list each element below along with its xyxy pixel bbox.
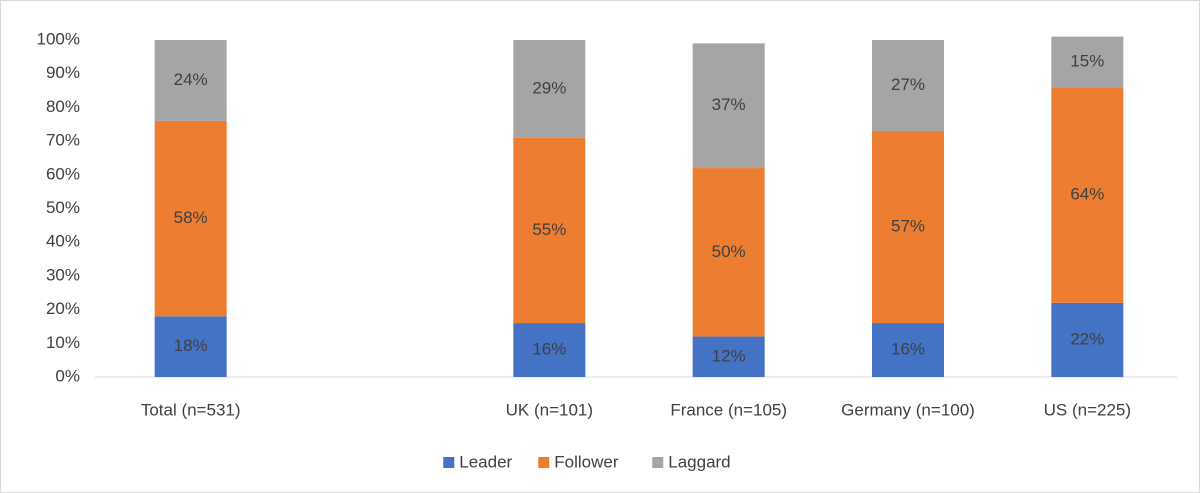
bar-segment [154, 316, 227, 377]
data-label: 50% [712, 242, 746, 261]
bar-segment [692, 43, 765, 169]
data-label: 37% [712, 95, 746, 114]
legend-label: Laggard [668, 452, 730, 471]
data-label: 18% [174, 336, 208, 355]
bar-segment [513, 40, 586, 138]
bar-segment [513, 323, 586, 377]
legend-swatch [538, 457, 550, 468]
x-tick-label: US (n=225) [1044, 400, 1131, 419]
data-label: 57% [891, 217, 925, 236]
legend-swatch [443, 457, 455, 468]
bar-segment [154, 120, 227, 317]
y-tick-label: 90% [46, 63, 80, 82]
data-label: 16% [532, 340, 566, 359]
legend-swatch [652, 457, 664, 468]
y-tick-label: 30% [46, 265, 80, 284]
y-tick-label: 20% [46, 299, 80, 318]
data-label: 58% [174, 208, 208, 227]
bar-segment [872, 323, 944, 377]
data-label: 64% [1070, 185, 1104, 204]
bar-segment [1051, 87, 1124, 303]
data-label: 16% [891, 340, 925, 359]
y-tick-label: 0% [55, 366, 80, 385]
data-label: 22% [1070, 329, 1104, 348]
bar-segment [513, 137, 586, 324]
y-tick-label: 50% [46, 198, 80, 217]
data-label: 29% [532, 78, 566, 97]
data-label: 27% [891, 75, 925, 94]
bar-segment [154, 40, 227, 121]
x-tick-label: Germany (n=100) [841, 400, 975, 419]
x-tick-label: France (n=105) [670, 400, 787, 419]
bar-segment [692, 168, 765, 337]
y-tick-label: 80% [46, 97, 80, 116]
bar-segment [692, 336, 765, 377]
x-tick-label: Total (n=531) [141, 400, 241, 419]
data-label: 24% [174, 70, 208, 89]
x-tick-label: UK (n=101) [506, 400, 593, 419]
bar-segment [1051, 302, 1124, 377]
bar-segment [1051, 36, 1124, 88]
data-label: 15% [1070, 51, 1104, 70]
bar-segment [872, 40, 944, 131]
y-tick-label: 70% [46, 131, 80, 150]
data-label: 12% [712, 346, 746, 365]
y-tick-label: 40% [46, 232, 80, 251]
data-label: 55% [532, 220, 566, 239]
y-tick-label: 60% [46, 164, 80, 183]
bar-segment [872, 130, 944, 324]
legend-label: Follower [554, 452, 619, 471]
legend-label: Leader [459, 452, 512, 471]
y-tick-label: 10% [46, 333, 80, 352]
y-tick-label: 100% [37, 29, 80, 48]
